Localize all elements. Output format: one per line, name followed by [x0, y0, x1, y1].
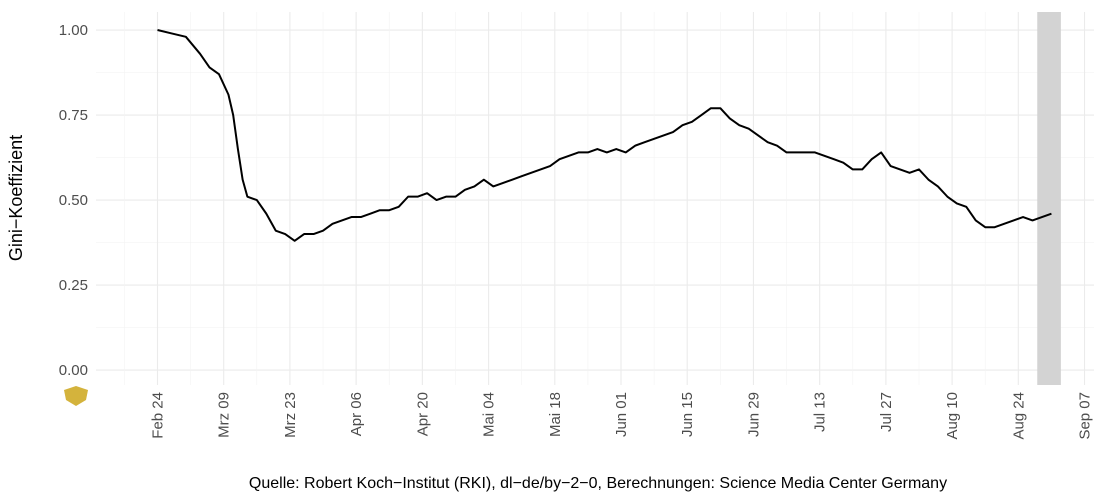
- x-tick-label: Jul 27: [878, 392, 895, 432]
- highlight-band: [1037, 12, 1061, 385]
- x-tick-label: Mrz 23: [282, 392, 299, 438]
- x-tick-label: Jul 13: [812, 392, 829, 432]
- y-tick-label: 0.75: [59, 107, 88, 124]
- x-tick-label: Aug 10: [944, 392, 961, 440]
- x-tick-label: Mai 04: [481, 392, 498, 437]
- y-tick-label: 0.00: [59, 362, 88, 379]
- caption: Quelle: Robert Koch−Institut (RKI), dl−d…: [249, 475, 947, 492]
- logo: [64, 386, 88, 406]
- y-axis-title: Gini−Koeffizient: [6, 135, 26, 261]
- x-tick-label: Apr 20: [414, 392, 431, 436]
- x-tick-label: Sep 07: [1077, 392, 1094, 440]
- y-tick-label: 1.00: [59, 22, 88, 39]
- line: [157, 29, 1052, 242]
- x-tick-label: Aug 24: [1010, 392, 1027, 440]
- y-tick-label: 0.25: [59, 277, 88, 294]
- x-tick-label: Jun 01: [613, 392, 630, 437]
- x-tick-label: Mrz 09: [216, 392, 233, 438]
- x-tick-label: Mai 18: [547, 392, 564, 437]
- y-tick-label: 0.50: [59, 192, 88, 209]
- x-tick-label: Jun 29: [745, 392, 762, 437]
- x-tick-label: Feb 24: [149, 392, 166, 439]
- x-tick-label: Jun 15: [679, 392, 696, 437]
- x-tick-label: Apr 06: [348, 392, 365, 436]
